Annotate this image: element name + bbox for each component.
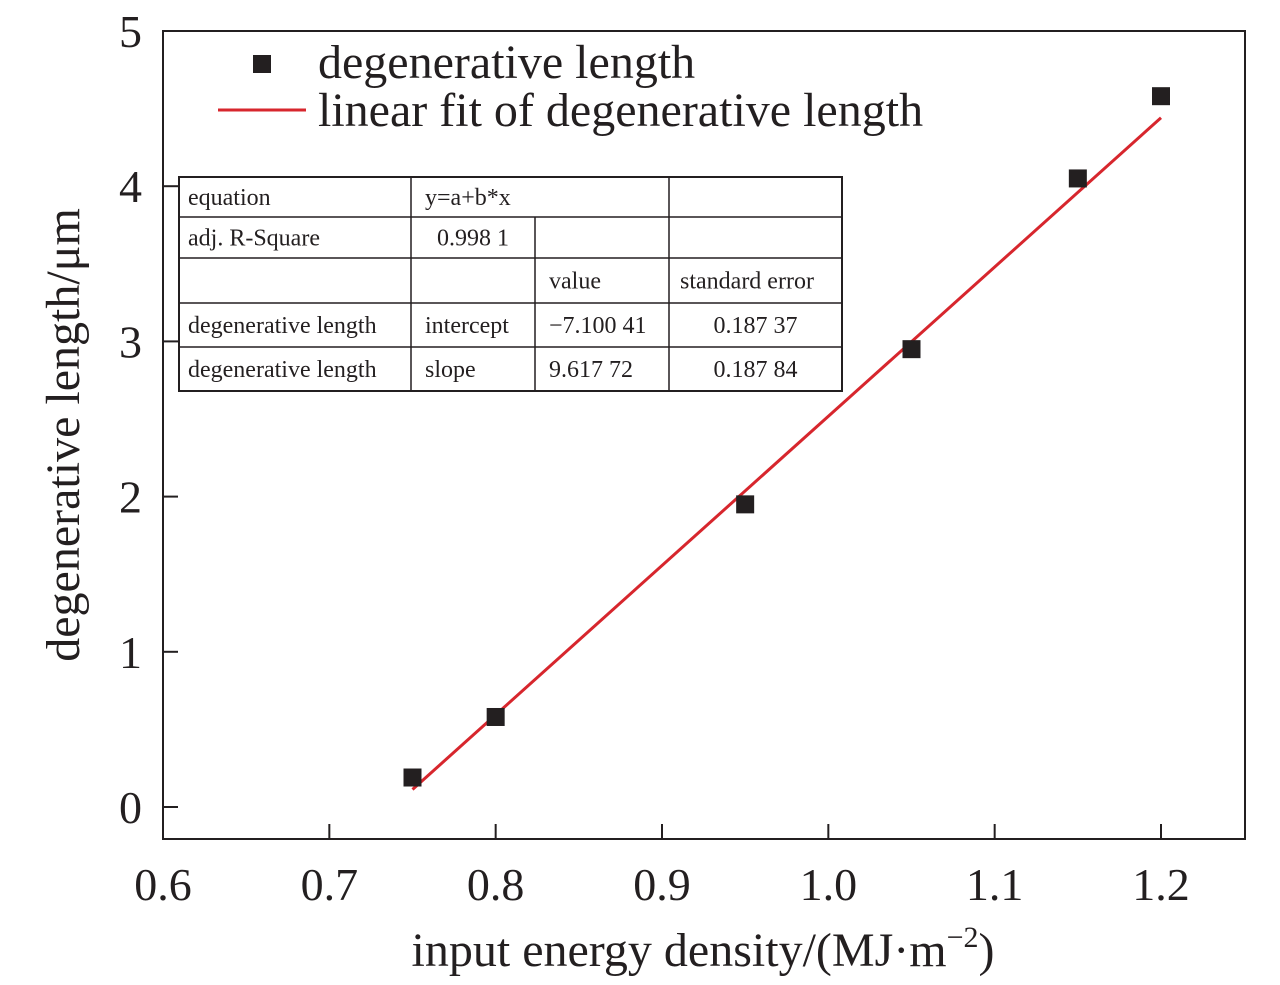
fit-line bbox=[411, 116, 1163, 791]
fit-table-cell: 0.187 84 bbox=[714, 357, 798, 383]
fit-table-cell: value bbox=[549, 269, 601, 295]
y-tick-label: 0 bbox=[119, 782, 142, 833]
x-tick-label: 0.7 bbox=[301, 859, 359, 910]
fit-table-cell: −7.100 41 bbox=[549, 313, 647, 339]
fit-table-cell: slope bbox=[425, 357, 476, 383]
x-tick-label: 1.1 bbox=[966, 859, 1024, 910]
x-tick-label: 1.2 bbox=[1132, 859, 1190, 910]
fit-table-cell: 0.187 37 bbox=[714, 313, 798, 339]
data-point bbox=[1068, 169, 1087, 188]
y-tick-label: 1 bbox=[119, 627, 142, 678]
fit-table-cell: intercept bbox=[425, 313, 509, 339]
fit-table-cell: equation bbox=[188, 185, 271, 211]
fit-table-cell: 9.617 72 bbox=[549, 357, 633, 383]
data-point bbox=[486, 707, 505, 726]
fit-table-cell: degenerative length bbox=[188, 357, 377, 383]
fit-table: equation y=a+b*x adj. R-Square 0.998 1 value… bbox=[178, 176, 843, 392]
y-tick-label: 2 bbox=[119, 472, 142, 523]
x-axis-title-end: ) bbox=[979, 924, 995, 977]
y-axis-title: degenerative length/μm bbox=[37, 208, 90, 662]
y-tick-label: 3 bbox=[119, 316, 142, 367]
x-tick-label: 0.6 bbox=[134, 859, 192, 910]
x-tick-label: 1.0 bbox=[800, 859, 858, 910]
data-point bbox=[403, 768, 422, 787]
x-axis-title: input energy density/(MJ·m−2) bbox=[412, 921, 995, 977]
fit-table-cell: y=a+b*x bbox=[425, 185, 511, 211]
data-point bbox=[736, 495, 755, 514]
fit-table-cell: degenerative length bbox=[188, 313, 377, 339]
y-axis-ticks: 0 1 2 3 4 5 bbox=[119, 6, 178, 833]
legend-label-scatter: degenerative length bbox=[318, 36, 695, 89]
fit-table-cell: 0.998 1 bbox=[437, 226, 509, 252]
legend: degenerative length linear fit of degene… bbox=[218, 36, 923, 137]
x-axis-ticks: 0.6 0.7 0.8 0.9 1.0 1.1 1.2 bbox=[134, 824, 1190, 910]
y-tick-label: 4 bbox=[119, 161, 142, 212]
legend-label-fit: linear fit of degenerative length bbox=[318, 84, 923, 137]
x-axis-title-sup: −2 bbox=[947, 921, 979, 954]
legend-marker-square bbox=[253, 55, 271, 73]
y-tick-label: 5 bbox=[119, 6, 142, 57]
plot-frame bbox=[162, 30, 1246, 840]
x-axis-title-main: input energy density/(MJ·m bbox=[412, 924, 947, 977]
fit-table-border bbox=[178, 176, 843, 392]
x-tick-label: 0.9 bbox=[633, 859, 691, 910]
fit-table-cell: standard error bbox=[680, 269, 814, 295]
x-tick-label: 0.8 bbox=[467, 859, 525, 910]
data-point bbox=[1152, 87, 1170, 106]
data-point bbox=[902, 340, 921, 359]
fit-table-cell: adj. R-Square bbox=[188, 226, 320, 252]
scatter-series bbox=[403, 87, 1170, 787]
